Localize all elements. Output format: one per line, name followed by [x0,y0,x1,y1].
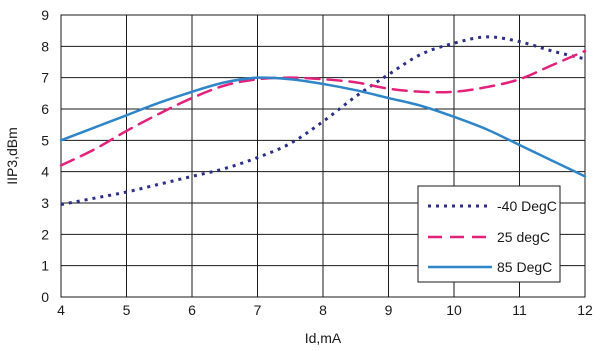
y-tick-label: 4 [41,164,49,180]
x-tick-label: 8 [319,302,327,318]
x-tick-label: 5 [123,302,131,318]
x-tick-label: 11 [512,302,527,318]
y-tick-label: 1 [41,258,49,274]
y-tick-label: 6 [41,101,49,117]
series-line-3 [59,76,587,178]
x-axis-title: Id,mA [305,330,342,346]
x-tick-label: 6 [188,302,196,318]
legend-label-3: 85 DegC [497,259,552,275]
y-tick-label: 3 [41,195,49,211]
x-tick-label: 4 [57,302,65,318]
x-tick-label: 9 [385,302,393,318]
x-tick-label: 7 [254,302,262,318]
y-tick-label: 0 [41,289,49,305]
y-tick-label: 2 [41,226,49,242]
series-lines [59,35,587,207]
y-tick-label: 9 [41,7,49,23]
y-tick-label: 5 [41,132,49,148]
x-tick-label: 10 [446,302,462,318]
series-line-1 [60,35,586,207]
legend-label-1: -40 DegC [497,198,557,214]
y-axis-ticks: 0 1 2 3 4 5 6 7 8 9 [41,7,49,305]
y-axis-title: IIP3,dBm [4,127,20,185]
x-tick-label: 12 [577,302,593,318]
y-tick-label: 7 [41,70,49,86]
x-axis-ticks: 4 5 6 7 8 9 10 11 12 [57,302,593,318]
legend-label-2: 25 degC [497,229,550,245]
y-tick-label: 8 [41,38,49,54]
legend: -40 DegC 25 degC 85 DegC [417,185,561,283]
series-line-2 [59,49,587,167]
